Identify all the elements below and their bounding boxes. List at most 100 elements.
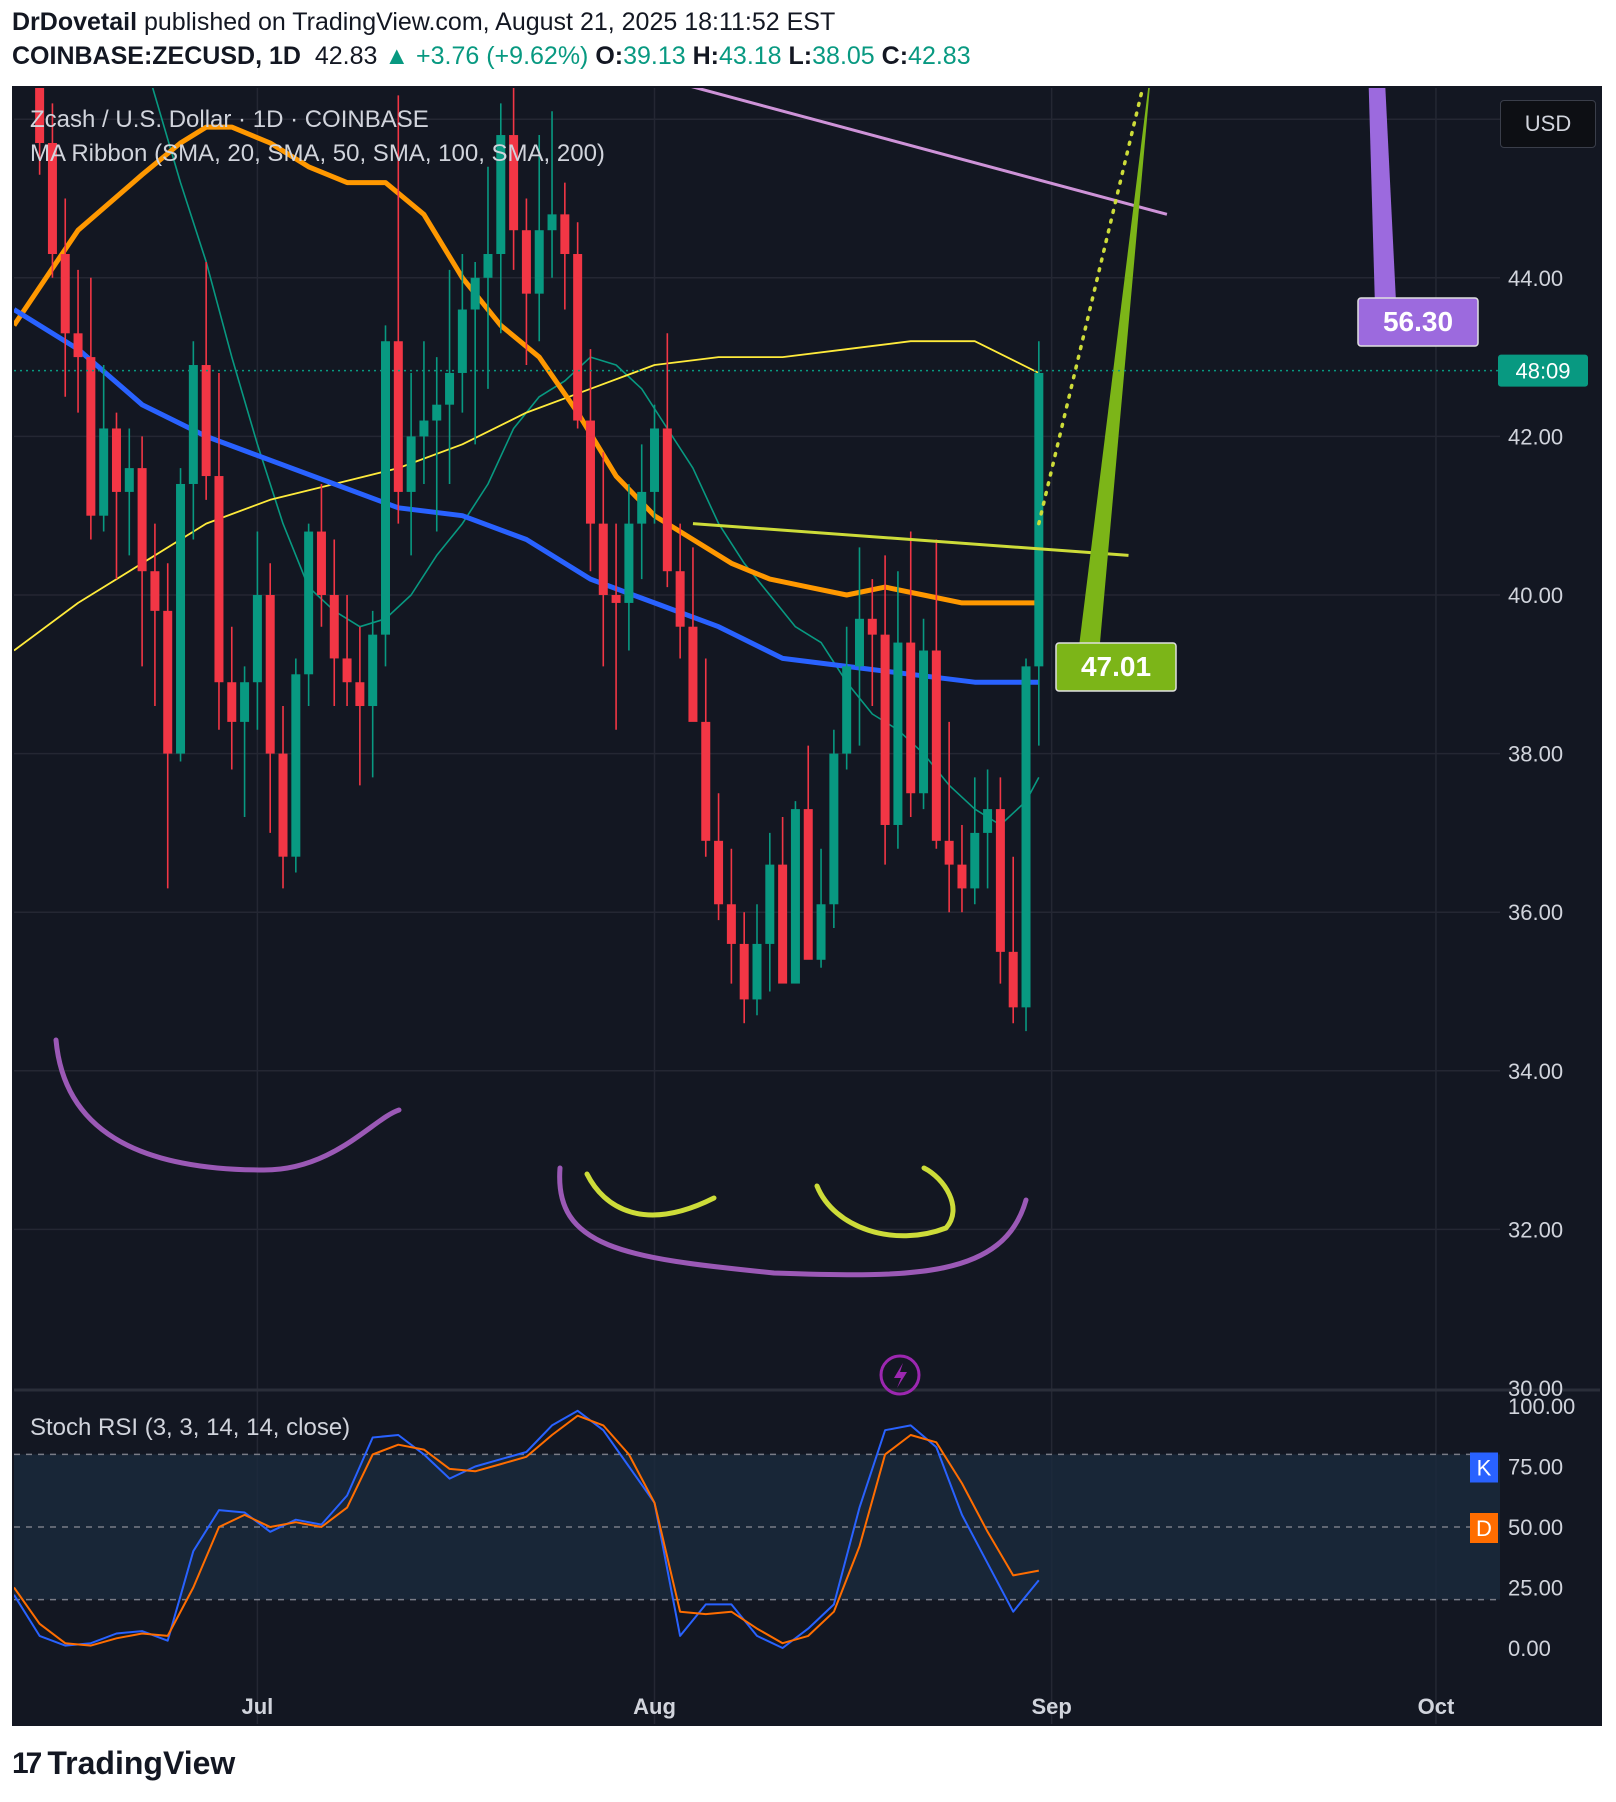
candle-body [816, 904, 826, 960]
symbol-label: COINBASE:ZECUSD, 1D [12, 42, 301, 70]
chart-title: Zcash / U.S. Dollar · 1D · COINBASE [30, 106, 429, 133]
candle-body [637, 491, 647, 524]
handle-arc-left [584, 1171, 717, 1218]
candle-body [419, 420, 429, 437]
candle-body [457, 309, 467, 373]
stoch-line-d [14, 1414, 1039, 1647]
candle-body [432, 404, 442, 421]
candle-body [150, 571, 160, 611]
candle-body [201, 365, 211, 477]
left-shoulder-arc [53, 1037, 402, 1173]
candle-body [406, 436, 416, 492]
close-value: 42.83 [908, 42, 971, 70]
candle-body [701, 721, 711, 841]
author-name[interactable]: DrDovetail [12, 8, 138, 36]
price-axis-tick: 44.00 [1508, 266, 1563, 291]
stoch-axis-tick: 100.00 [1508, 1394, 1575, 1419]
target-label-2-box [1357, 297, 1479, 347]
candle-body [1034, 372, 1044, 667]
handle-arc-right [814, 1165, 956, 1239]
candle-body [393, 341, 403, 492]
high-value: 43.18 [719, 42, 782, 70]
candle-body [944, 840, 954, 865]
candle-body [355, 682, 365, 707]
candle-body [752, 943, 762, 1000]
candle-body [662, 428, 672, 572]
candle-body [304, 531, 314, 675]
publish-info: DrDovetail published on TradingView.com,… [12, 8, 835, 37]
candle-body [521, 230, 531, 294]
candle-body [650, 428, 660, 492]
candle-body [137, 468, 147, 572]
ma-line-sma-200 [14, 307, 1039, 685]
brand-name: TradingView [47, 1745, 236, 1781]
price-change: ▲ +3.76 (+9.62%) [384, 42, 589, 70]
candle-body [214, 476, 224, 683]
candle-body [675, 571, 685, 627]
candle-body [60, 254, 70, 334]
price-axis-tick: 34.00 [1508, 1059, 1563, 1084]
stoch-rsi-legend[interactable]: Stoch RSI (3, 3, 14, 14, close) [30, 1414, 351, 1441]
tradingview-logo[interactable]: 17 TradingView [12, 1745, 235, 1782]
candle-body [111, 428, 121, 492]
candle-body [47, 142, 57, 255]
candle-body [880, 634, 890, 825]
candle-body [188, 365, 198, 484]
candle-body [342, 658, 352, 683]
candle-body [265, 595, 275, 754]
price-axis-tick: 32.00 [1508, 1217, 1563, 1242]
candle-body [919, 650, 929, 794]
neckline [692, 522, 1129, 557]
candle-body [176, 483, 186, 754]
candle-body [931, 650, 941, 841]
open-label: O: [595, 42, 624, 70]
candle-body [778, 864, 788, 984]
chart-canvas[interactable]: 44.00 42.00 40.00 38.00 36.00 34.00 32.00 30.00… [14, 88, 1600, 1724]
candle-body [35, 88, 45, 143]
candle-body [560, 214, 570, 255]
candle-body [1008, 951, 1018, 1008]
target-label-2-pointer [1368, 88, 1398, 342]
tradingview-mark-icon: 17 [12, 1746, 42, 1780]
candle-body [790, 809, 800, 984]
price-axis-tick: 30.00 [1508, 1376, 1563, 1401]
currency-button[interactable]: USD [1500, 100, 1596, 148]
candle-body [73, 333, 83, 358]
candle-body [585, 420, 595, 524]
candle-body [624, 523, 634, 603]
target-label-1-pointer [1074, 88, 1150, 687]
stoch-k-badge-text: K [1477, 1456, 1492, 1481]
candle-body [1021, 666, 1031, 1008]
resistance-trendline [691, 88, 1168, 216]
candle-body [381, 341, 390, 635]
stoch-axis-tick: 75.00 [1508, 1455, 1563, 1480]
candle-body [842, 666, 852, 754]
candle-body [906, 642, 916, 794]
time-axis-tick: Jul [241, 1694, 273, 1719]
candle-body [329, 595, 339, 659]
target-label-1-text: 47.01 [1081, 651, 1151, 682]
candles [35, 88, 1044, 1032]
chart-frame[interactable]: 44.00 42.00 40.00 38.00 36.00 34.00 32.00 30.00… [12, 86, 1602, 1726]
candle-body [765, 864, 775, 944]
stoch-axis-tick: 50.00 [1508, 1515, 1563, 1540]
low-label: L: [788, 42, 813, 70]
time-axis-tick: Sep [1031, 1694, 1071, 1719]
candle-body [970, 832, 980, 889]
candle-body [611, 595, 621, 603]
last-price: 42.83 [314, 42, 378, 70]
candle-body [278, 753, 288, 857]
candle-body [714, 840, 724, 905]
candle-body [957, 864, 967, 889]
candle-body [86, 357, 96, 516]
stoch-d-badge-text: D [1476, 1516, 1492, 1541]
candle-body [509, 135, 519, 231]
high-label: H: [692, 42, 720, 70]
ma-ribbon-legend[interactable]: MA Ribbon (SMA, 20, SMA, 50, SMA, 100, S… [30, 140, 605, 167]
price-axis-tick: 36.00 [1508, 900, 1563, 925]
candle-body [983, 809, 993, 833]
candle-body [483, 254, 493, 278]
lightning-icon [879, 1354, 921, 1396]
price-axis-tick: 42.00 [1508, 424, 1563, 449]
time-axis-tick: Aug [633, 1694, 676, 1719]
